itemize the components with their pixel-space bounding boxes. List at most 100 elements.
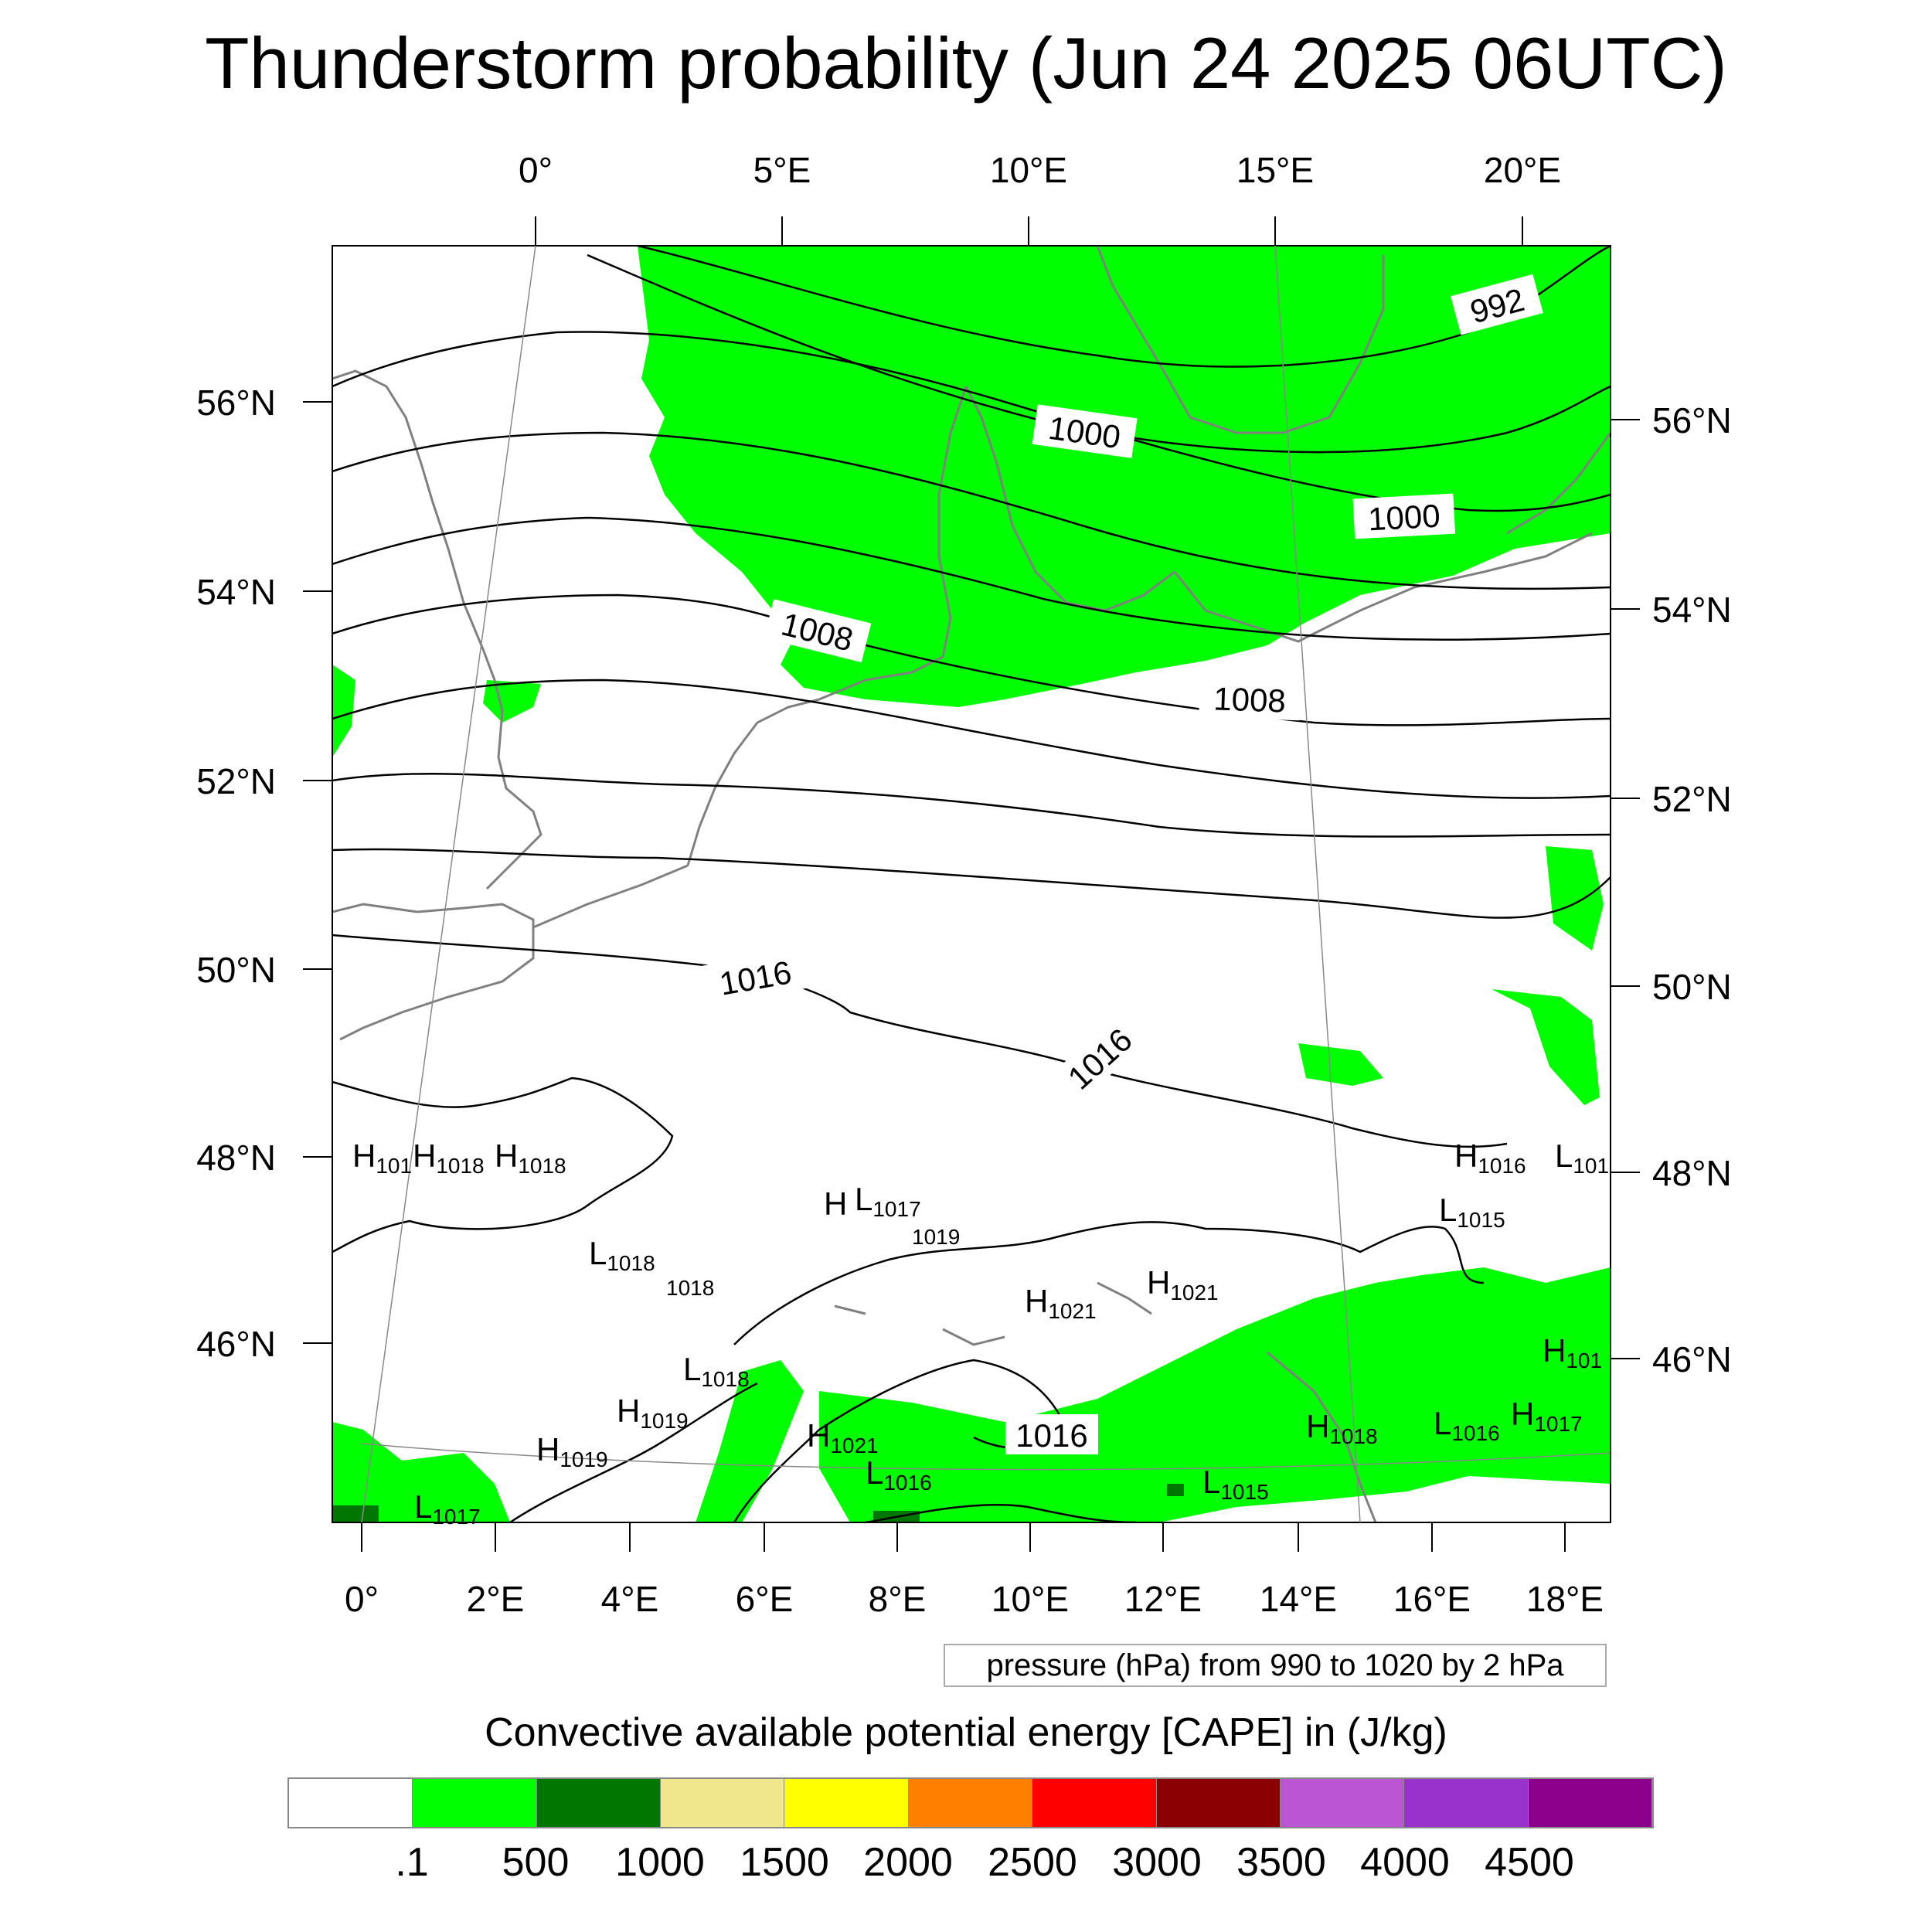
left-lat-labels: 56°N 54°N 52°N 50°N 48°N 46°N (196, 383, 276, 1364)
colorbar-tick-label: 1500 (740, 1840, 829, 1885)
cape-area-alps-south (819, 1267, 1611, 1522)
coast-baltic-east (1506, 432, 1611, 535)
colorbar-segment (536, 1779, 662, 1827)
colorbar-tick-label: 1000 (615, 1840, 705, 1885)
pressure-center-label: H1016 (1454, 1138, 1526, 1178)
cape-area-north (638, 246, 1611, 707)
colorbar-tick-label: 2000 (863, 1840, 953, 1885)
pressure-center-label: H101 (352, 1138, 412, 1178)
right-lat-label: 52°N (1652, 779, 1732, 819)
right-lat-label: 56°N (1652, 400, 1732, 440)
cape-area-southwest (332, 1422, 510, 1522)
isobar-label: 1000 (1367, 498, 1441, 538)
left-lat-label: 54°N (196, 572, 276, 612)
pressure-center-label: L1017 (414, 1488, 481, 1529)
colorbar-segment (661, 1779, 785, 1827)
bottom-lon-label: 16°E (1393, 1579, 1471, 1619)
pressure-center-label: H1018 (413, 1138, 485, 1178)
cape-area-bavaria (1298, 1043, 1383, 1086)
isobars (332, 246, 1611, 1522)
colorbar-tick-label: 3500 (1236, 1840, 1326, 1885)
pressure-center-label: H1018 (1306, 1408, 1378, 1448)
pressure-center-label: 1018 (666, 1276, 714, 1300)
colorbar-segment (1528, 1779, 1652, 1827)
right-lat-label: 46°N (1652, 1339, 1732, 1379)
bottom-lon-label: 18°E (1526, 1579, 1604, 1619)
cape-area-fills (332, 246, 1611, 1522)
pressure-centers: H101 H1018 H1018 L1018 1018 H L1017 1019… (352, 1138, 1609, 1529)
colorbar-segment (1156, 1779, 1281, 1827)
bottom-lon-label: 10°E (992, 1579, 1069, 1619)
colorbar-segment (908, 1779, 1033, 1827)
isobar-label: 1016 (716, 954, 794, 1002)
left-lat-label: 46°N (196, 1324, 276, 1364)
right-lat-label: 48°N (1652, 1153, 1732, 1193)
top-lon-labels: 0° 5°E 10°E 15°E 20°E (519, 150, 1561, 190)
cape-area-poland (1546, 846, 1604, 951)
bottom-lon-label: 8°E (869, 1579, 927, 1619)
coast-alpine-lakes (834, 1281, 1152, 1346)
colorbar-segment (1280, 1779, 1405, 1827)
top-lon-label: 15°E (1236, 150, 1314, 190)
pressure-center-label: L1016 (866, 1454, 932, 1495)
top-lon-label: 5°E (753, 150, 811, 190)
pressure-center-label: L1018 (589, 1235, 655, 1275)
colorbar-title: Convective available potential energy [C… (485, 1710, 1447, 1755)
left-lat-label: 50°N (196, 950, 276, 990)
colorbar-segment (289, 1779, 413, 1827)
axis-ticks (303, 216, 1640, 1552)
coast-adriatic (1267, 1351, 1377, 1522)
pressure-center-label: L1016 (1434, 1405, 1500, 1445)
cape-area-baltic-north (1283, 246, 1329, 282)
isobar-label: 1016 (1015, 1417, 1087, 1454)
bottom-lon-label: 14°E (1260, 1579, 1337, 1619)
pressure-center-label: H1017 (1511, 1396, 1583, 1436)
coast-germany-north (818, 386, 968, 701)
cape-colorbar (287, 1777, 1654, 1828)
bottom-lon-label: 0° (345, 1579, 379, 1619)
plot-frame (332, 245, 1611, 1523)
coast-netherlands (686, 698, 820, 866)
pressure-center-label: H1019 (536, 1431, 608, 1471)
graticule (361, 245, 1611, 1523)
pressure-center-label: L1015 (1202, 1464, 1269, 1504)
isobar-label: 1008 (1213, 680, 1287, 719)
right-lat-label: 54°N (1652, 590, 1732, 630)
pressure-center-label: 1019 (912, 1225, 960, 1249)
colorbar-segment (413, 1779, 537, 1827)
pressure-contour-note: pressure (hPa) from 990 to 1020 by 2 hPa (944, 1644, 1607, 1687)
colorbar-tick-label: 500 (502, 1840, 570, 1885)
bottom-lon-labels: 0° 2°E 4°E 6°E 8°E 10°E 12°E 14°E 16°E 1… (345, 1579, 1604, 1619)
colorbar-segment (1032, 1779, 1157, 1827)
right-lat-label: 50°N (1652, 967, 1732, 1007)
colorbar-tick-label: 4500 (1485, 1840, 1574, 1885)
coast-channel (532, 864, 689, 929)
top-lon-label: 20°E (1484, 150, 1561, 190)
coast-sweden (1096, 246, 1385, 434)
top-lon-label: 0° (519, 150, 553, 190)
right-lat-labels: 56°N 54°N 52°N 50°N 48°N 46°N (1652, 400, 1732, 1379)
coast-scotland (332, 369, 465, 604)
cape-area-west-coast (332, 665, 355, 757)
cape-area-czech (1492, 989, 1600, 1105)
pressure-center-label: H1019 (617, 1393, 689, 1433)
colorbar-tick-label: 4000 (1360, 1840, 1450, 1885)
pressure-center-label: H1018 (495, 1138, 566, 1178)
pressure-center-label: H (824, 1185, 847, 1222)
pressure-center-label: H1021 (1147, 1264, 1219, 1304)
bottom-lon-label: 6°E (736, 1579, 794, 1619)
pressure-center-label: H101 (1543, 1332, 1602, 1372)
map-title: Thunderstorm probability (Jun 24 2025 06… (205, 22, 1727, 104)
colorbar-tick-labels: .1 500 1000 1500 2000 2500 3000 3500 400… (0, 1839, 1932, 1893)
colorbar-segment (784, 1779, 909, 1827)
pressure-center-label: H1021 (1025, 1283, 1097, 1323)
cape-area-italy-west (696, 1360, 804, 1522)
pressure-center-label: H1021 (807, 1417, 879, 1458)
left-lat-label: 56°N (196, 383, 276, 423)
left-lat-label: 48°N (196, 1138, 276, 1178)
left-lat-label: 52°N (196, 761, 276, 801)
top-lon-label: 10°E (990, 150, 1067, 190)
pressure-center-label: L1017 (855, 1181, 921, 1221)
coast-baltic-south (1173, 532, 1593, 643)
coast-england-east (462, 602, 543, 890)
